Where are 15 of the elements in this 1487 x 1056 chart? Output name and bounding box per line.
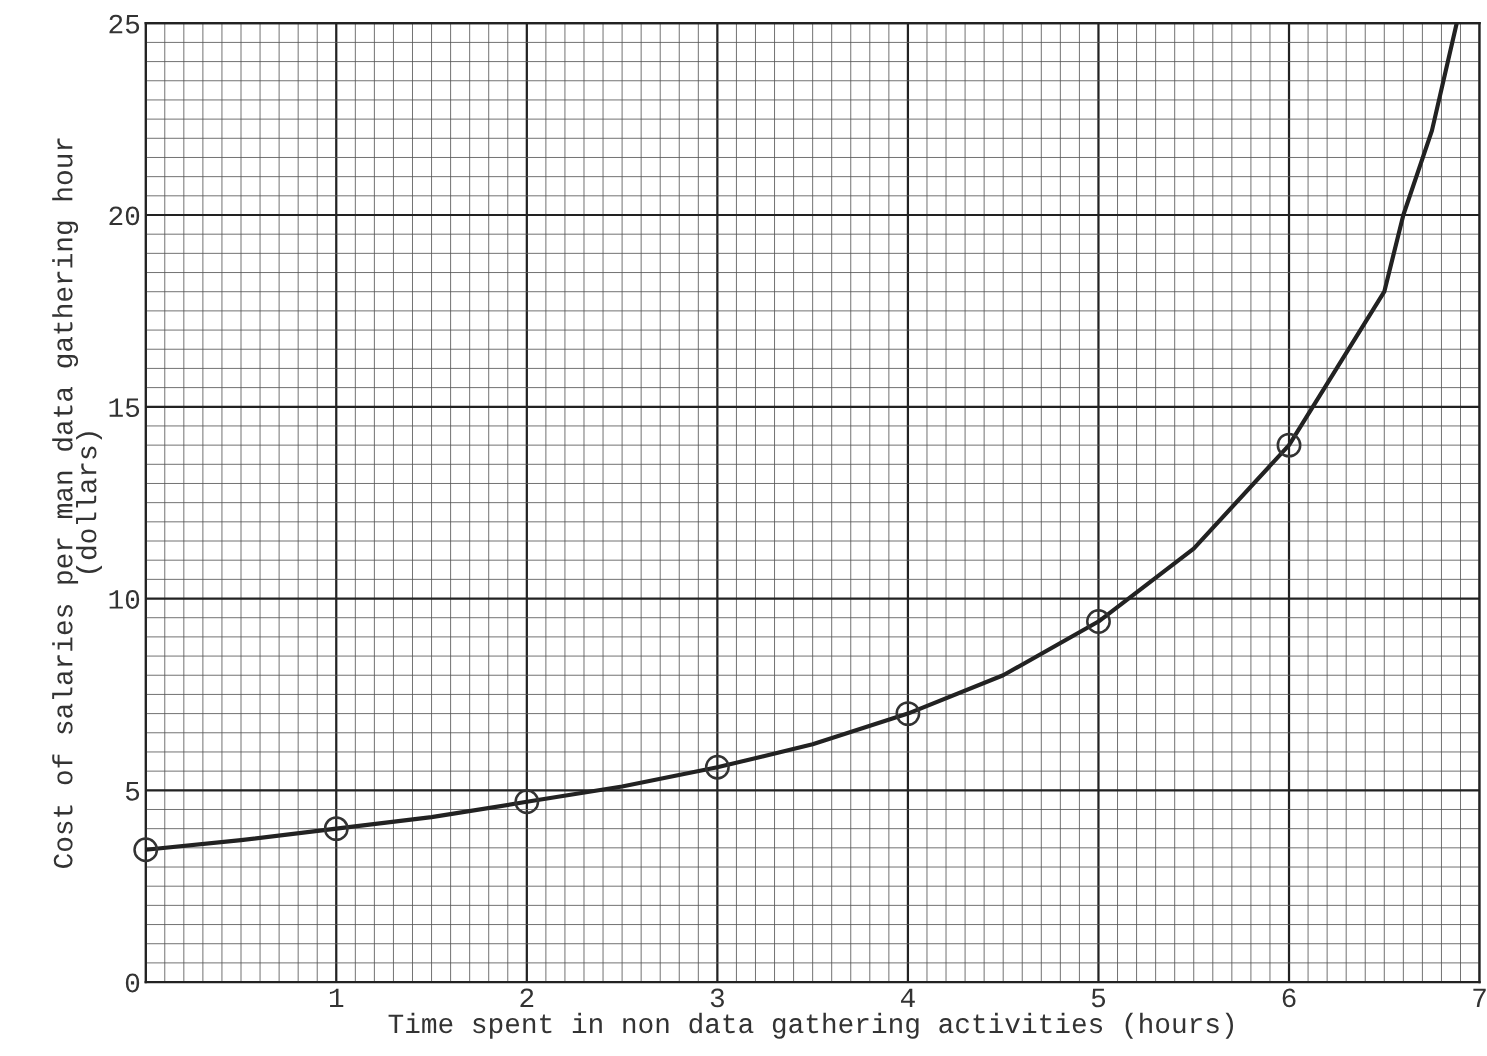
x-tick-label: 6 bbox=[1282, 988, 1296, 1008]
y-tick-label: 25 bbox=[109, 14, 140, 34]
x-tick-label: 5 bbox=[1091, 988, 1106, 1008]
y-tick-label: 15 bbox=[109, 398, 140, 418]
y-tick-label: 5 bbox=[125, 782, 140, 801]
x-axis-title: Time spent in non data gathering activities (hours) bbox=[388, 1012, 1234, 1039]
x-tick-label: 3 bbox=[710, 988, 724, 1008]
y-tick-label: 10 bbox=[109, 590, 140, 609]
x-tick-label: 1 bbox=[329, 988, 344, 1008]
y-axis-title: Cost of salaries per man data gathering hour (dollars) bbox=[52, 138, 102, 868]
x-tick-label: 4 bbox=[900, 988, 915, 1008]
y-tick-label: 20 bbox=[109, 206, 140, 226]
x-tick-label: 2 bbox=[520, 988, 534, 1008]
y-tick-label: 0 bbox=[125, 973, 140, 993]
x-tick-label: 7 bbox=[1473, 988, 1486, 1008]
